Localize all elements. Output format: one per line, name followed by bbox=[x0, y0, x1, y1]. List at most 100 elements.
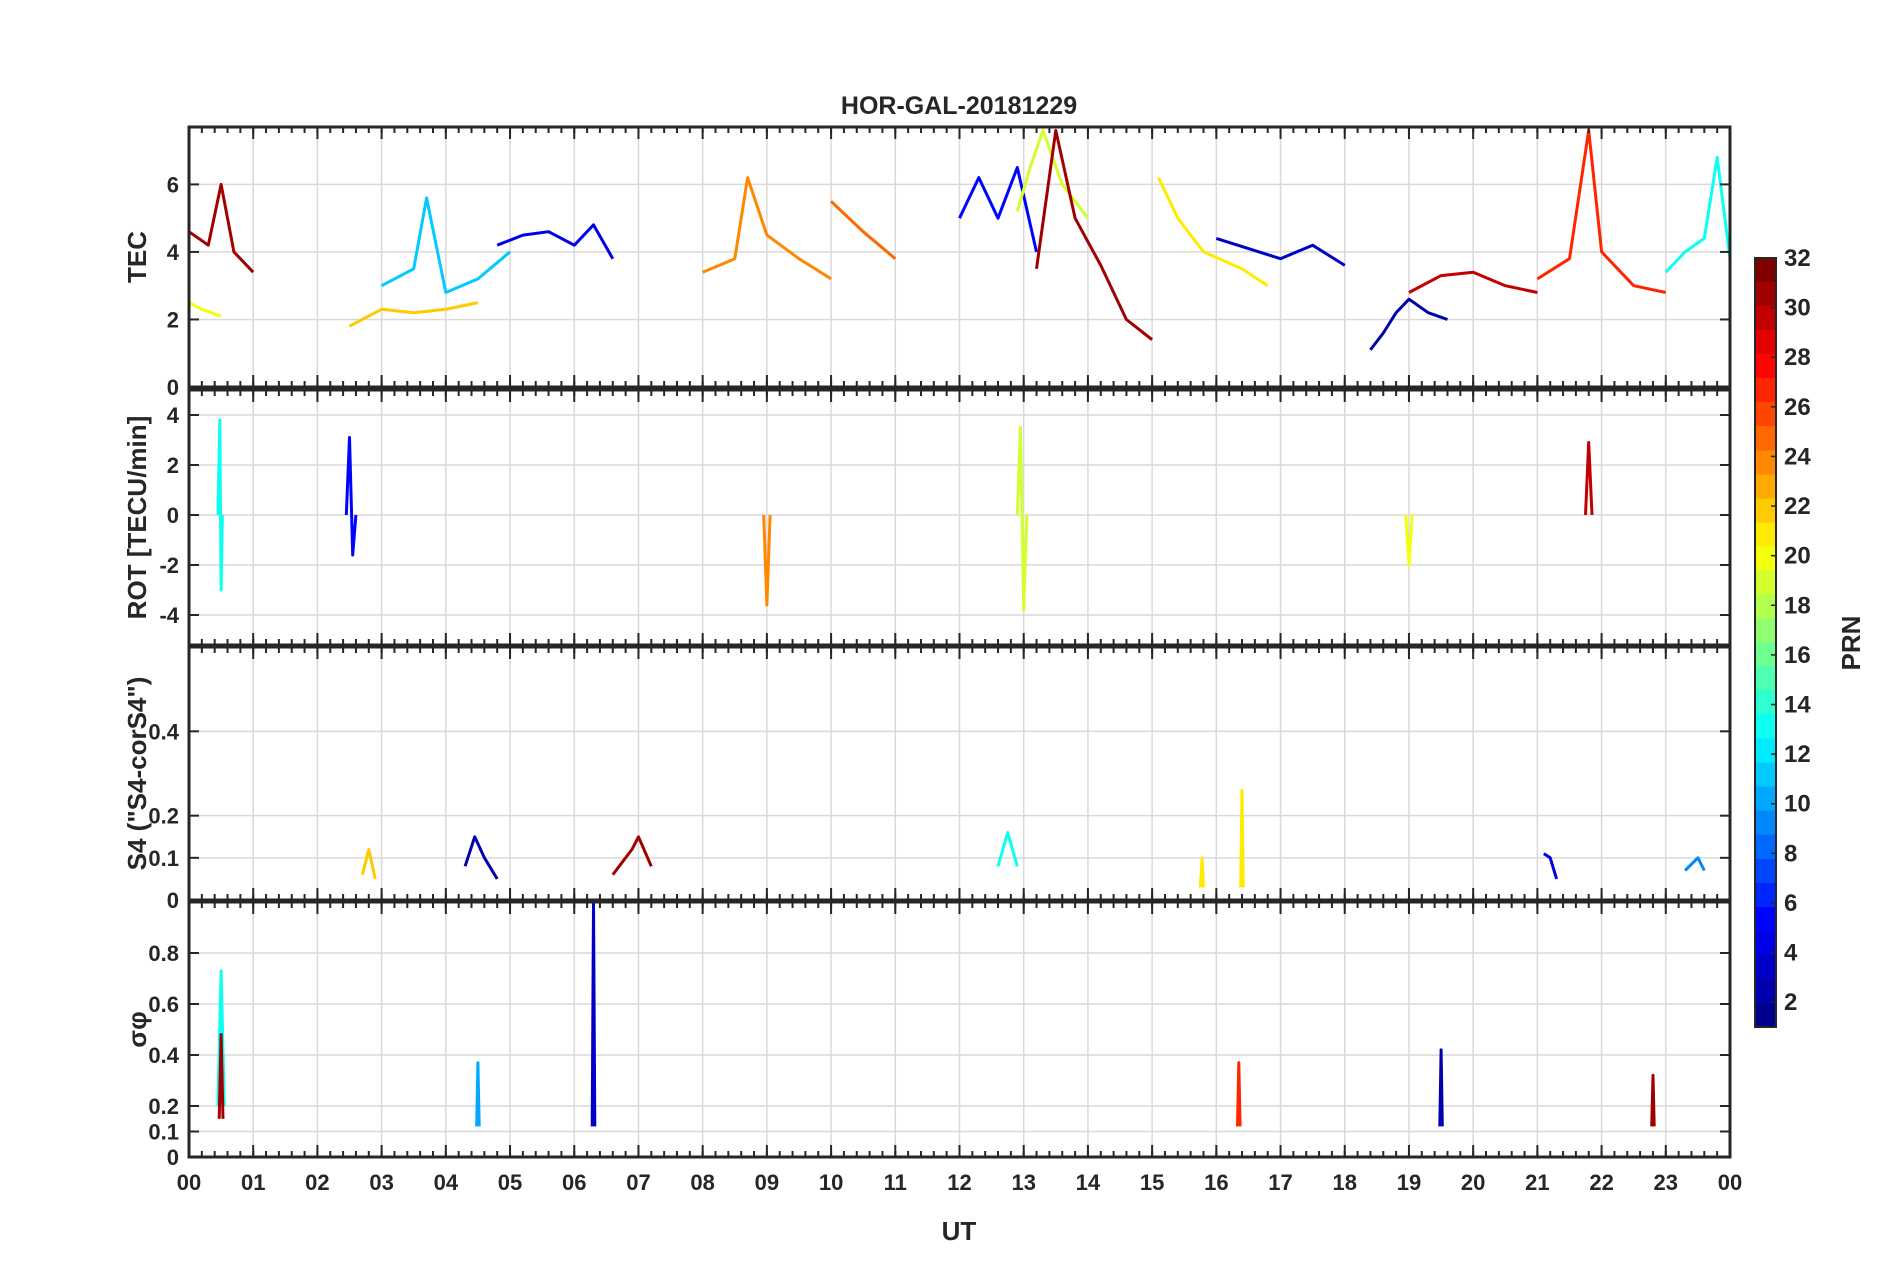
series-line-prn-22 bbox=[360, 847, 377, 880]
x-tick-label: 14 bbox=[1076, 1170, 1101, 1195]
x-tick-label: 00 bbox=[177, 1170, 201, 1195]
y-axis-label: S4 ("S4-corS4") bbox=[122, 677, 152, 871]
series-line-prn-25 bbox=[830, 200, 897, 260]
colorbar-label: PRN bbox=[1836, 616, 1866, 671]
y-tick-label: 0 bbox=[167, 888, 179, 913]
y-tick-label: 4 bbox=[167, 240, 180, 265]
series-line-prn-31 bbox=[188, 182, 255, 274]
series-line-prn-20 bbox=[188, 301, 222, 318]
series-line-prn-27 bbox=[1536, 128, 1667, 294]
y-axis-label: σφ bbox=[122, 1011, 152, 1047]
y-tick-label: 4 bbox=[167, 403, 180, 428]
series-line-prn-2 bbox=[1369, 297, 1448, 351]
plot-frame bbox=[187, 900, 1732, 1159]
x-tick-label: 15 bbox=[1140, 1170, 1164, 1195]
series-line-prn-24 bbox=[762, 514, 772, 607]
x-tick-label: 18 bbox=[1333, 1170, 1357, 1195]
y-tick-label: 0.4 bbox=[148, 1043, 179, 1068]
x-tick-label: 11 bbox=[884, 1170, 907, 1195]
series-line-prn-31 bbox=[217, 1033, 225, 1119]
colorbar-tick-label: 18 bbox=[1784, 592, 1811, 619]
colorbar-tick-label: 14 bbox=[1784, 692, 1811, 719]
panel-rot: -4 -2 0 2 4 ROT [TECU/min] bbox=[122, 388, 1732, 647]
x-axis-label: UT bbox=[942, 1216, 977, 1246]
plot-frame bbox=[187, 125, 1732, 389]
y-tick-label: 2 bbox=[167, 307, 179, 332]
x-tick-label: 20 bbox=[1461, 1170, 1485, 1195]
series-line-prn-20 bbox=[1404, 514, 1414, 567]
colorbar-tick-label: 28 bbox=[1784, 344, 1811, 371]
series-line-prn-31 bbox=[1650, 1073, 1656, 1127]
y-axis-label: ROT [TECU/min] bbox=[122, 416, 152, 620]
chart-title: HOR-GAL-20181229 bbox=[841, 92, 1077, 120]
x-tick-label: 04 bbox=[434, 1170, 459, 1195]
colorbar-gradient bbox=[1755, 258, 1776, 1027]
x-tick-label: 19 bbox=[1397, 1170, 1421, 1195]
colorbar-tick-label: 32 bbox=[1784, 245, 1811, 272]
x-tick-label: 13 bbox=[1011, 1170, 1035, 1195]
x-tick-label: 17 bbox=[1268, 1170, 1292, 1195]
series-line-prn-2 bbox=[1438, 1048, 1444, 1127]
x-tick-label: 03 bbox=[369, 1170, 393, 1195]
series-line-prn-30 bbox=[1584, 441, 1594, 516]
series-line-prn-31 bbox=[611, 835, 653, 876]
panel-s4: 0 0.1 0.2 0.4S4 ("S4-corS4") bbox=[122, 645, 1732, 913]
y-tick-label: 6 bbox=[167, 172, 179, 197]
colorbar-tick-label: 6 bbox=[1784, 890, 1797, 917]
colorbar-tick-label: 12 bbox=[1784, 741, 1811, 768]
plot-frame bbox=[187, 388, 1732, 647]
x-tick-label: 21 bbox=[1525, 1170, 1549, 1195]
colorbar-tick-label: 4 bbox=[1784, 940, 1798, 967]
y-axis-label: TEC bbox=[122, 231, 152, 283]
colorbar-tick-label: 2 bbox=[1784, 989, 1797, 1016]
series-line-prn-21 bbox=[1198, 856, 1205, 888]
x-tick-label: 06 bbox=[562, 1170, 586, 1195]
panel-tec: 0 2 4 6 TEC bbox=[122, 125, 1732, 400]
series-line-prn-10 bbox=[475, 1061, 481, 1127]
y-tick-label: 0.2 bbox=[148, 804, 179, 829]
y-tick-label: 0 bbox=[167, 375, 179, 400]
y-tick-label: 0 bbox=[167, 1145, 179, 1170]
x-tick-label: 10 bbox=[819, 1170, 843, 1195]
y-tick-label: -2 bbox=[159, 553, 179, 578]
series-line-prn-4 bbox=[1542, 852, 1559, 880]
x-tick-label: 22 bbox=[1589, 1170, 1613, 1195]
series-line-prn-3 bbox=[590, 900, 597, 1127]
colorbar-tick-label: 24 bbox=[1784, 443, 1811, 470]
series-line-prn-5 bbox=[344, 436, 358, 557]
series-line-prn-22 bbox=[348, 301, 479, 328]
y-tick-label: 0.4 bbox=[148, 719, 179, 744]
x-tick-label: 08 bbox=[690, 1170, 714, 1195]
plot-frame bbox=[187, 645, 1732, 902]
y-tick-label: 0.1 bbox=[148, 1120, 179, 1145]
x-tick-label: 23 bbox=[1654, 1170, 1678, 1195]
series-line-prn-2 bbox=[463, 835, 499, 880]
colorbar-tick-label: 30 bbox=[1784, 295, 1811, 322]
colorbar-tick-label: 10 bbox=[1784, 791, 1811, 818]
colorbar-tick-label: 22 bbox=[1784, 493, 1811, 520]
colorbar-tick-label: 26 bbox=[1784, 394, 1811, 421]
series-line-prn-13 bbox=[216, 969, 226, 1107]
series-line-prn-11 bbox=[380, 196, 511, 294]
series-line-prn-9 bbox=[1684, 856, 1706, 872]
series-line-prn-4 bbox=[496, 223, 615, 260]
series-line-prn-13 bbox=[996, 831, 1019, 867]
colorbar-tick-label: 8 bbox=[1784, 840, 1797, 867]
series-line-prn-30 bbox=[1408, 270, 1538, 294]
series-line-prn-21 bbox=[1157, 176, 1269, 287]
y-tick-label: 0.8 bbox=[148, 941, 179, 966]
series-line-prn-5 bbox=[958, 166, 1038, 253]
x-tick-label: 05 bbox=[498, 1170, 522, 1195]
x-tick-label: 01 bbox=[241, 1170, 265, 1195]
x-tick-label: 02 bbox=[305, 1170, 329, 1195]
y-tick-label: 0.6 bbox=[148, 992, 179, 1017]
colorbar-frame bbox=[1754, 257, 1777, 1028]
series-line-prn-3 bbox=[1215, 236, 1346, 267]
x-tick-label: 16 bbox=[1204, 1170, 1228, 1195]
series-line-prn-31 bbox=[1035, 128, 1154, 341]
y-tick-label: 0.1 bbox=[148, 846, 179, 871]
series-line-prn-24 bbox=[702, 176, 832, 281]
